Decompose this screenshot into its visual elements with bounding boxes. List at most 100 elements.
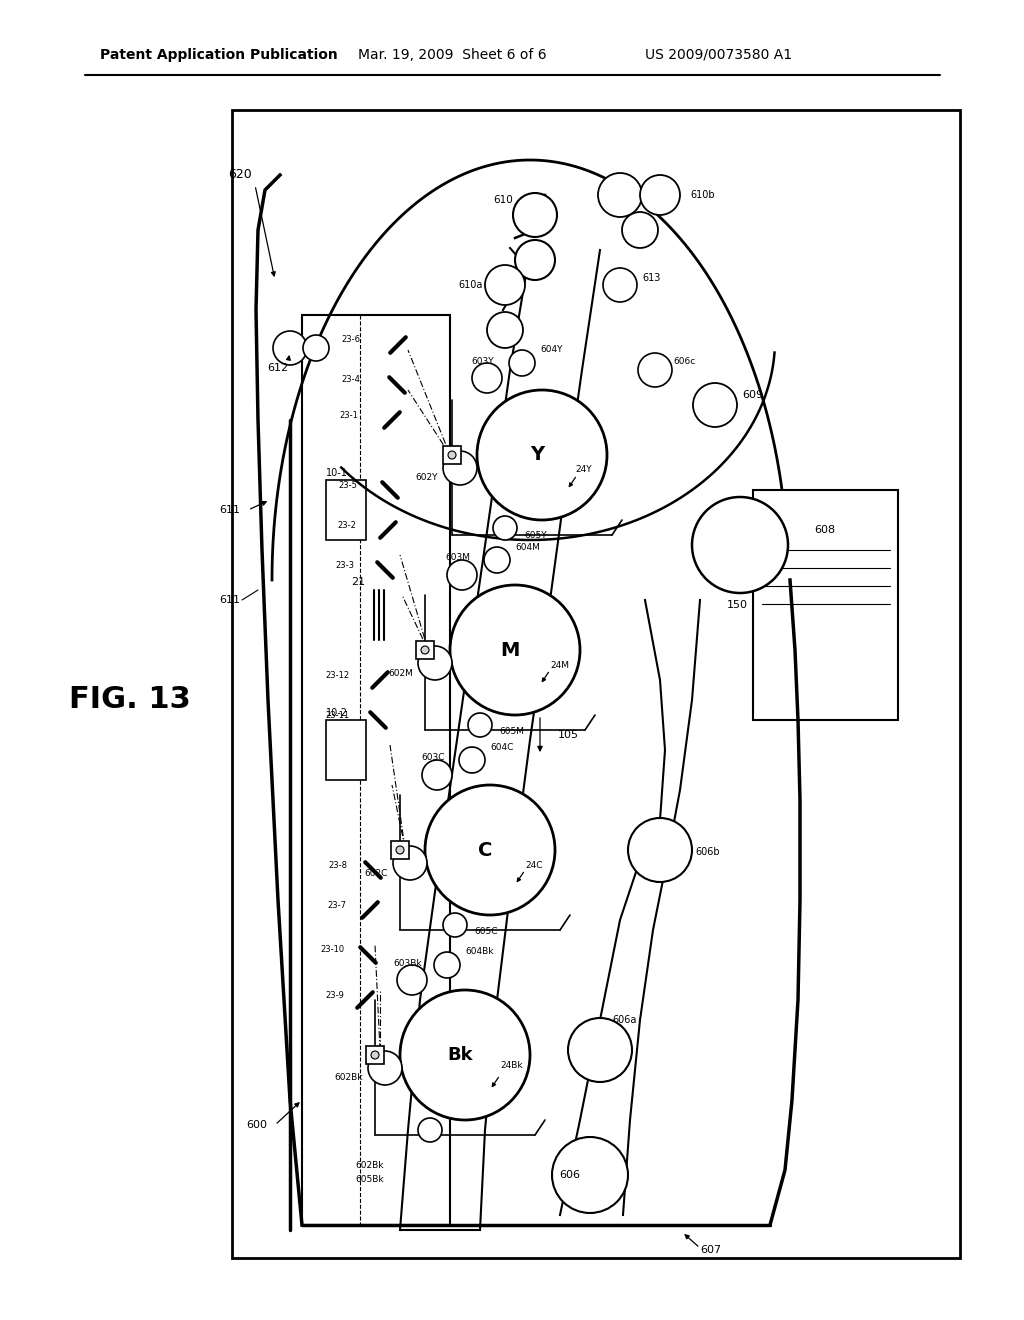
- Text: 610b: 610b: [690, 190, 715, 201]
- Bar: [416, 642, 434, 659]
- Text: 610a: 610a: [459, 280, 483, 290]
- Text: 604Bk: 604Bk: [465, 948, 494, 957]
- Text: 602Y: 602Y: [416, 474, 438, 483]
- Text: 21: 21: [351, 577, 365, 587]
- Circle shape: [622, 213, 658, 248]
- Circle shape: [418, 1118, 442, 1142]
- Circle shape: [598, 173, 642, 216]
- Text: 605M: 605M: [499, 727, 524, 737]
- Text: Bk: Bk: [447, 1045, 473, 1064]
- Circle shape: [468, 713, 492, 737]
- Text: 603C: 603C: [421, 754, 444, 763]
- Text: 608: 608: [814, 525, 836, 535]
- Circle shape: [303, 335, 329, 360]
- Text: 24Bk: 24Bk: [500, 1060, 522, 1069]
- Text: 613: 613: [642, 273, 660, 282]
- Text: 23-12: 23-12: [326, 671, 350, 680]
- Text: 23-9: 23-9: [326, 990, 344, 999]
- Circle shape: [485, 265, 525, 305]
- Text: 606: 606: [559, 1170, 581, 1180]
- Text: C: C: [478, 841, 493, 859]
- Text: Mar. 19, 2009  Sheet 6 of 6: Mar. 19, 2009 Sheet 6 of 6: [358, 48, 547, 62]
- Circle shape: [434, 952, 460, 978]
- Text: 23-5: 23-5: [338, 480, 357, 490]
- Text: 150: 150: [727, 601, 748, 610]
- Text: 24Y: 24Y: [575, 466, 592, 474]
- Text: 603Bk: 603Bk: [393, 958, 422, 968]
- Text: 604Y: 604Y: [540, 346, 562, 355]
- Bar: [326, 719, 366, 780]
- Text: 605Bk: 605Bk: [355, 1176, 384, 1184]
- Text: 620: 620: [228, 169, 252, 181]
- Circle shape: [371, 1051, 379, 1059]
- Text: 611: 611: [219, 506, 240, 515]
- Text: M: M: [501, 640, 520, 660]
- Circle shape: [425, 785, 555, 915]
- Text: 606b: 606b: [695, 847, 720, 857]
- Bar: [443, 446, 461, 465]
- Circle shape: [552, 1137, 628, 1213]
- Circle shape: [447, 560, 477, 590]
- Text: Patent Application Publication: Patent Application Publication: [100, 48, 338, 62]
- Circle shape: [493, 516, 517, 540]
- Circle shape: [638, 352, 672, 387]
- Text: 10-2: 10-2: [326, 708, 348, 718]
- Circle shape: [513, 193, 557, 238]
- Text: 602Bk: 602Bk: [335, 1073, 362, 1082]
- Circle shape: [393, 846, 427, 880]
- Bar: [232, 110, 961, 1258]
- Circle shape: [400, 990, 530, 1119]
- Text: FIG. 13: FIG. 13: [70, 685, 190, 714]
- Bar: [391, 841, 409, 859]
- Text: 24C: 24C: [525, 861, 543, 870]
- Circle shape: [449, 451, 456, 459]
- Circle shape: [509, 350, 535, 376]
- Text: 23-2: 23-2: [337, 520, 356, 529]
- Text: 10-1: 10-1: [326, 469, 348, 478]
- Circle shape: [692, 498, 788, 593]
- Circle shape: [487, 312, 523, 348]
- Bar: [753, 490, 898, 719]
- Circle shape: [396, 846, 404, 854]
- Text: 23-10: 23-10: [321, 945, 345, 954]
- Bar: [326, 480, 366, 540]
- Circle shape: [443, 913, 467, 937]
- Circle shape: [568, 1018, 632, 1082]
- Bar: [302, 315, 450, 1225]
- Text: 23-3: 23-3: [335, 561, 354, 569]
- Text: 605C: 605C: [474, 928, 498, 936]
- Text: 23-1: 23-1: [339, 411, 358, 420]
- Text: 602C: 602C: [365, 869, 388, 878]
- Circle shape: [273, 331, 307, 366]
- Circle shape: [477, 389, 607, 520]
- Circle shape: [640, 176, 680, 215]
- Text: 23-8: 23-8: [328, 861, 347, 870]
- Circle shape: [443, 451, 477, 484]
- Text: 603Y: 603Y: [472, 358, 495, 367]
- Text: US 2009/0073580 A1: US 2009/0073580 A1: [645, 48, 793, 62]
- Text: 602Bk: 602Bk: [355, 1160, 384, 1170]
- Text: 605Y: 605Y: [524, 531, 547, 540]
- Bar: [366, 1045, 384, 1064]
- Text: 604C: 604C: [490, 743, 513, 752]
- Circle shape: [418, 645, 452, 680]
- Text: 600: 600: [246, 1119, 267, 1130]
- Text: 606c: 606c: [673, 358, 695, 367]
- Circle shape: [515, 240, 555, 280]
- Text: 24M: 24M: [550, 660, 569, 669]
- Circle shape: [368, 1051, 402, 1085]
- Text: 23-7: 23-7: [327, 900, 346, 909]
- Text: Y: Y: [530, 446, 544, 465]
- Text: 23-4: 23-4: [341, 375, 360, 384]
- Circle shape: [397, 965, 427, 995]
- Text: 612: 612: [267, 363, 289, 374]
- Circle shape: [628, 818, 692, 882]
- Text: 611: 611: [219, 595, 240, 605]
- Text: 603M: 603M: [445, 553, 470, 562]
- Circle shape: [422, 760, 452, 789]
- Text: 23-6: 23-6: [341, 335, 360, 345]
- Text: 609: 609: [742, 389, 763, 400]
- Text: 610: 610: [494, 195, 513, 205]
- Text: 607: 607: [700, 1245, 721, 1255]
- Circle shape: [603, 268, 637, 302]
